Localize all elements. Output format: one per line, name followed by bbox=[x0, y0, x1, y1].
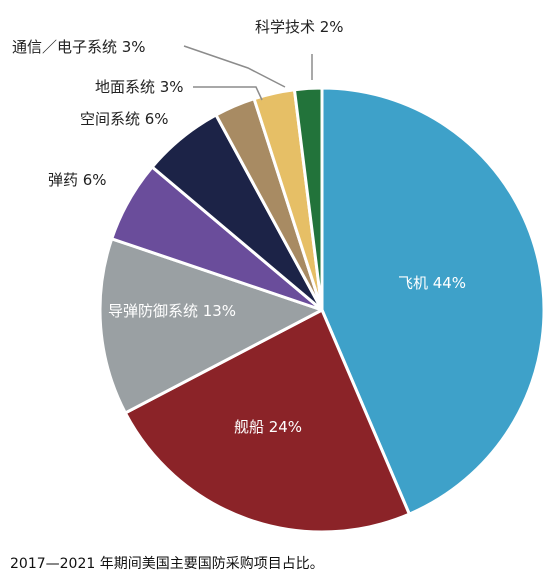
slice-labels: 飞机 44% 舰船 24% 导弹防御系统 13% 弹药 6% 空间系统 6% 地面系统 3… bbox=[12, 18, 466, 436]
pie-slice-1 bbox=[123, 308, 411, 534]
slice-label-4: 空间系统 6% bbox=[80, 110, 169, 128]
slice-label-0: 飞机 44% bbox=[398, 274, 466, 292]
pie-slices bbox=[98, 86, 546, 534]
slice-label-2: 导弹防御系统 13% bbox=[108, 302, 236, 320]
figure-caption: 2017—2021 年期间美国主要国防采购项目占比。 bbox=[10, 556, 324, 572]
pie-slice-0 bbox=[320, 86, 546, 516]
slice-label-3: 弹药 6% bbox=[48, 171, 107, 189]
slice-label-7: 科学技术 2% bbox=[255, 18, 344, 36]
leader-line-6 bbox=[183, 45, 286, 88]
slice-label-6: 通信／电子系统 3% bbox=[12, 38, 146, 56]
leader-line-5 bbox=[193, 86, 263, 101]
slice-label-1: 舰船 24% bbox=[234, 418, 302, 436]
pie-slice-2 bbox=[98, 237, 324, 415]
pie-slice-7 bbox=[292, 86, 324, 312]
slice-label-5: 地面系统 3% bbox=[95, 78, 184, 96]
pie-chart: 飞机 44% 舰船 24% 导弹防御系统 13% 弹药 6% 空间系统 6% 地面系统 3… bbox=[12, 18, 546, 534]
